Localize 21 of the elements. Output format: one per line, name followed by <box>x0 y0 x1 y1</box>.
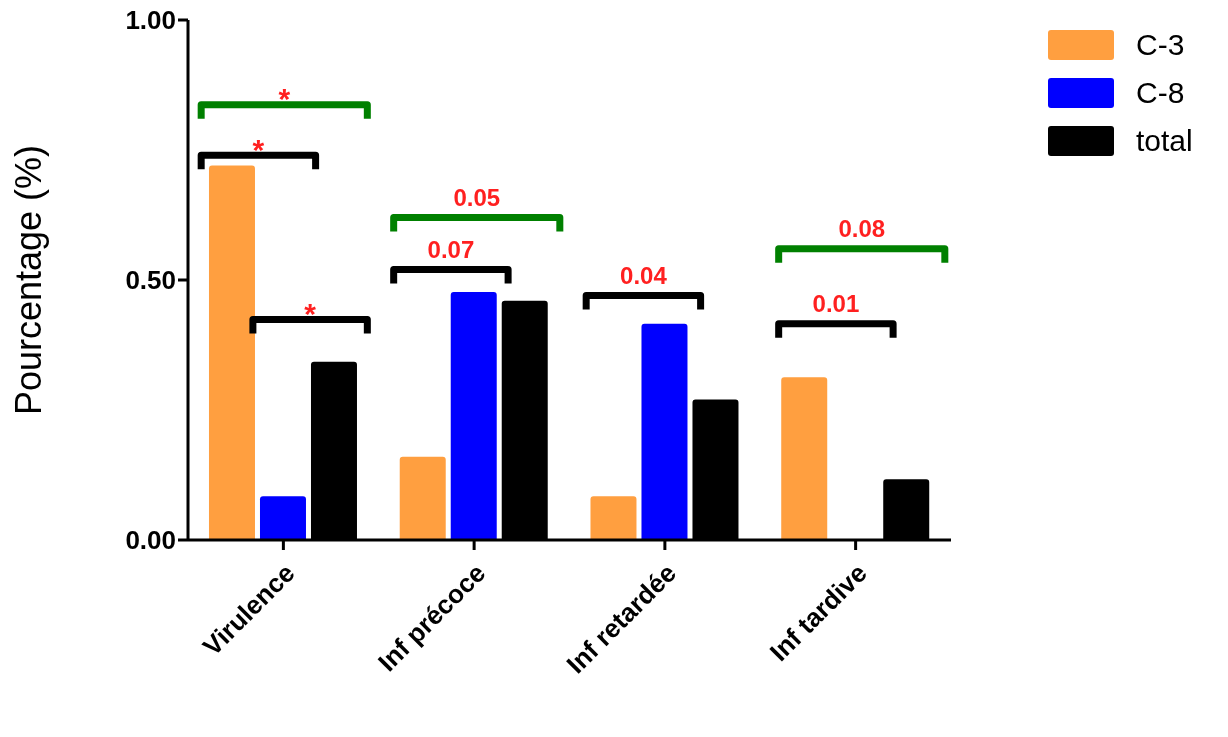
annotation: 0.05 <box>453 183 501 211</box>
y-tick-label: 0.00 <box>125 525 176 556</box>
bar <box>399 456 446 540</box>
legend-label: C-3 <box>1136 28 1185 62</box>
bar <box>641 323 688 540</box>
bar <box>450 291 497 540</box>
bar <box>259 496 306 540</box>
y-axis-title: Pourcentage (%) <box>7 144 49 416</box>
annotation: * <box>278 82 291 116</box>
bar <box>781 377 828 540</box>
annotation: 0.08 <box>838 214 886 242</box>
legend-label: total <box>1136 124 1193 158</box>
annotation: * <box>252 132 265 166</box>
annotation: 0.07 <box>427 235 475 263</box>
y-tick-label: 0.50 <box>125 265 176 296</box>
legend-label: C-8 <box>1136 76 1185 110</box>
y-tick-label: 1.00 <box>125 5 176 36</box>
annotation: 0.04 <box>620 261 668 289</box>
annotation: 0.01 <box>812 289 860 317</box>
annotation: * <box>304 297 317 331</box>
bar <box>590 496 637 540</box>
